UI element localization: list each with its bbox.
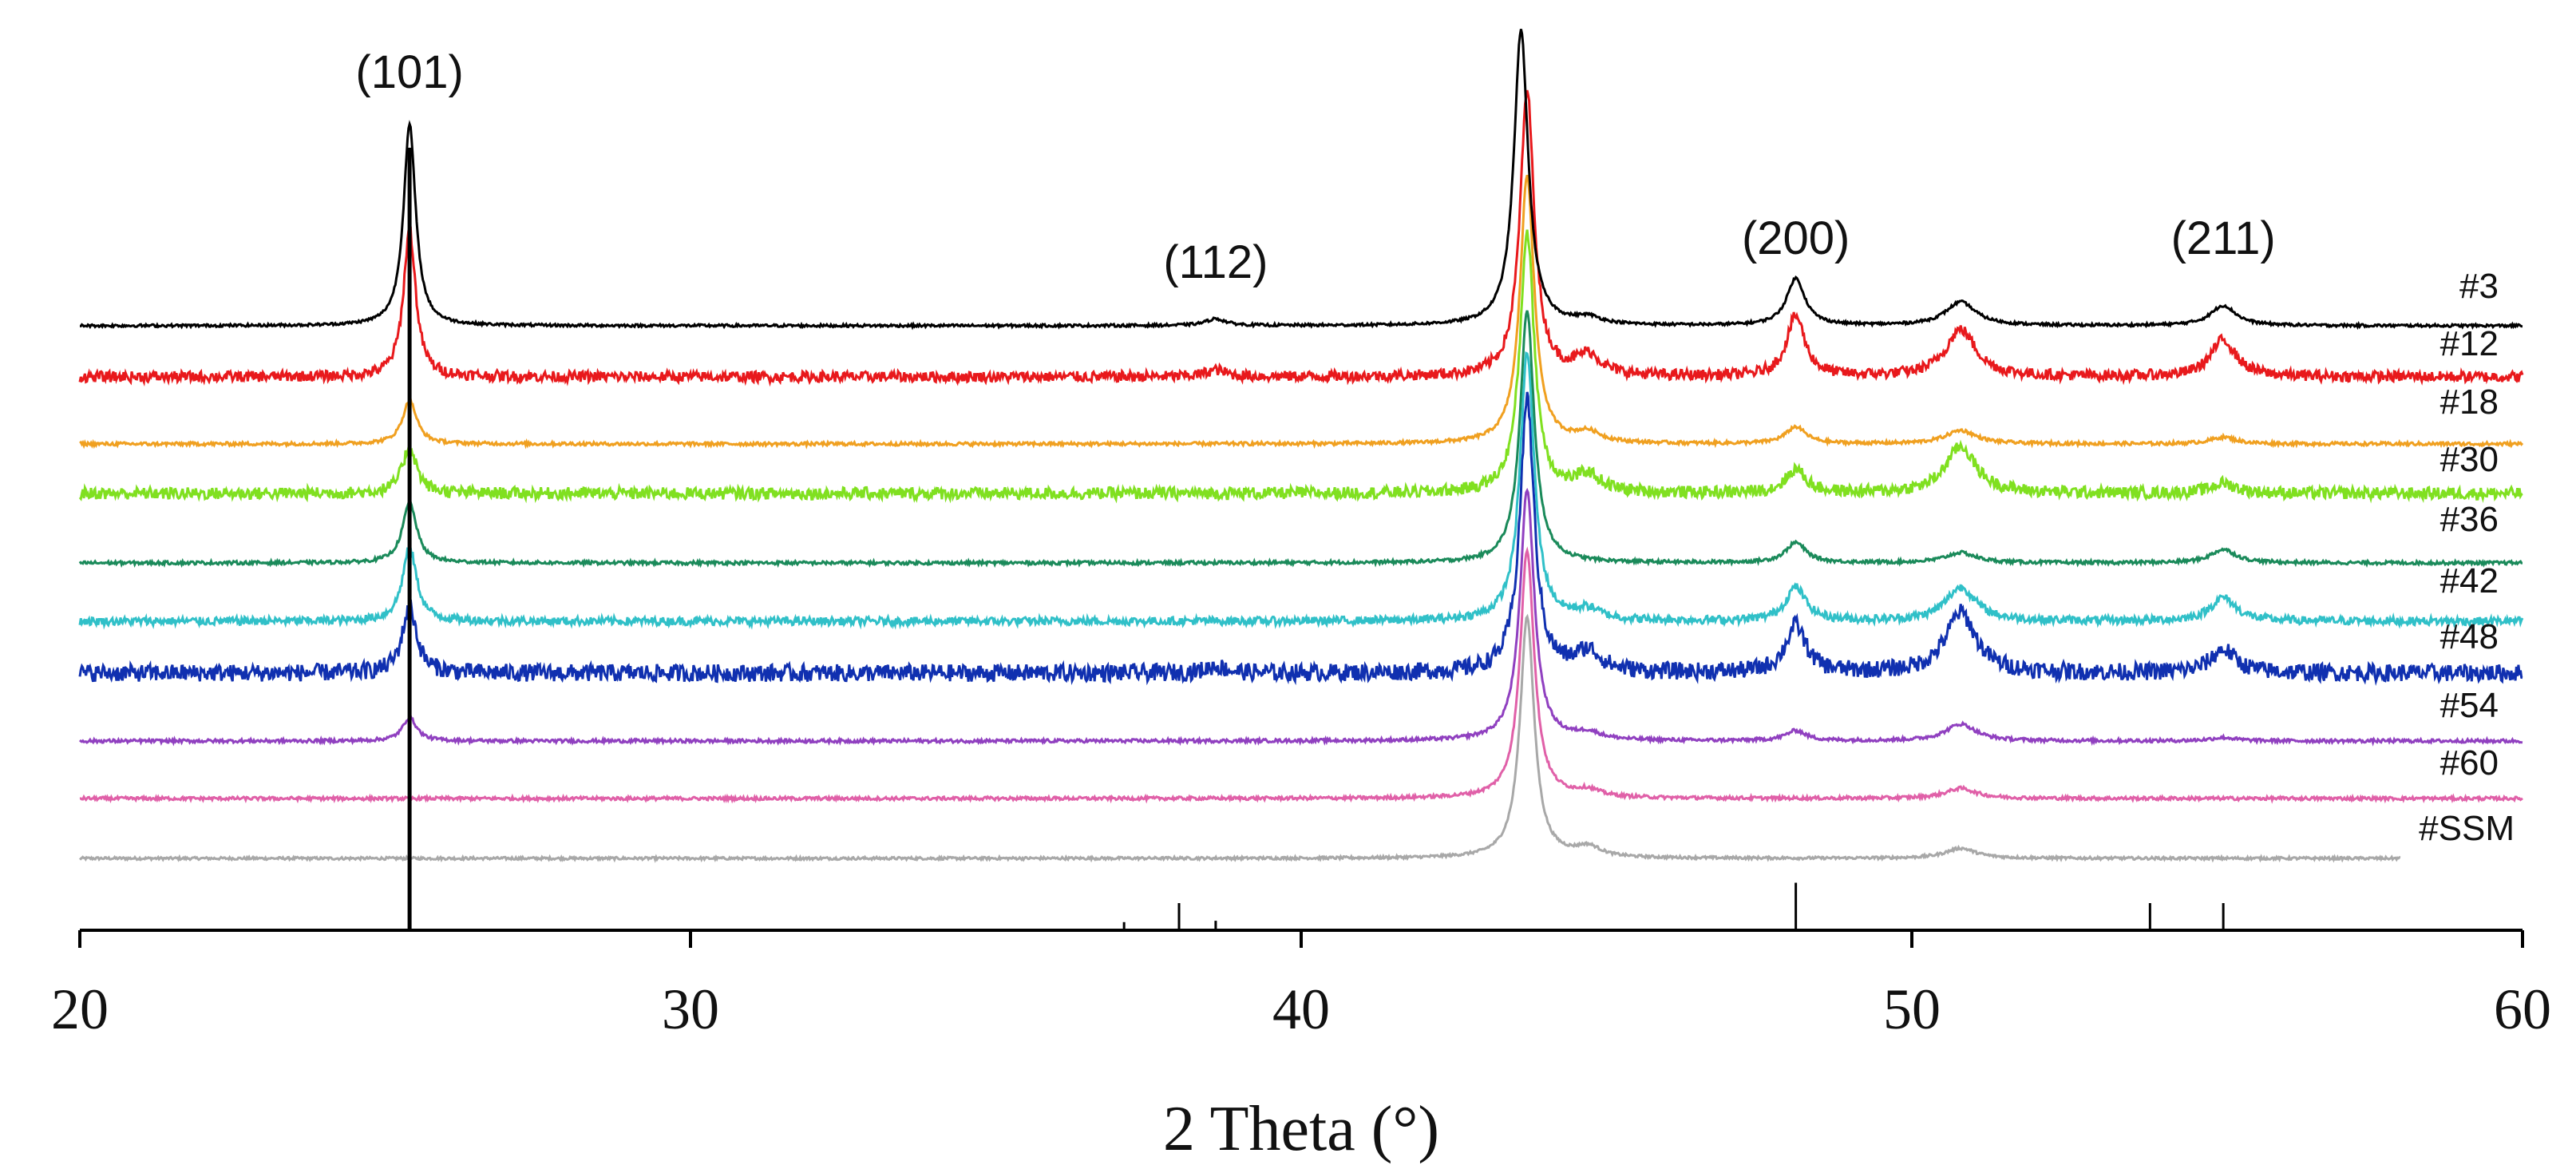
series-line-54 [78,487,2523,747]
peak-annotation: (101) [355,46,463,98]
series-line-18 [79,174,2524,450]
x-tick-label: 30 [662,977,719,1041]
series-label-18: #18 [2440,382,2499,422]
peak-annotation: (200) [1742,212,1850,264]
series-line-48 [78,391,2523,686]
series-label-60: #60 [2440,743,2499,783]
x-axis-label: 2 Theta (°) [1163,1094,1439,1164]
series-label-ssm: #SSM [2419,809,2515,848]
annotations-group: (101) (112) (200) (211) [355,46,2275,288]
series-label-3: #3 [2459,267,2499,306]
x-tick-label: 20 [51,977,109,1041]
series-line-60 [79,546,2523,804]
traces-group [78,29,2524,863]
series-line-ssm [78,613,2401,863]
series-line-42 [78,351,2524,630]
peak-annotation: (112) [1163,236,1268,288]
series-label-36: #36 [2440,500,2499,539]
series-label-12: #12 [2440,324,2499,363]
series-label-30: #30 [2440,440,2499,479]
x-tick-label: 40 [1272,977,1330,1041]
x-tick-label: 50 [1883,977,1941,1041]
series-label-48: #48 [2440,617,2499,656]
series-line-12 [78,89,2524,387]
series-line-36 [78,310,2523,569]
trace-labels-group: #3 #12 #18 #30 #36 #42 #48 #54 #60 #SSM [2419,267,2515,848]
x-tick-label: 60 [2494,977,2551,1041]
series-line-30 [78,229,2523,504]
x-axis: 20 30 40 50 60 [51,929,2551,1041]
series-label-42: #42 [2440,561,2499,600]
series-label-54: #54 [2440,686,2499,725]
series-line-3 [80,29,2523,331]
peak-annotation: (211) [2171,212,2276,264]
reference-peaks-group [407,148,2225,930]
